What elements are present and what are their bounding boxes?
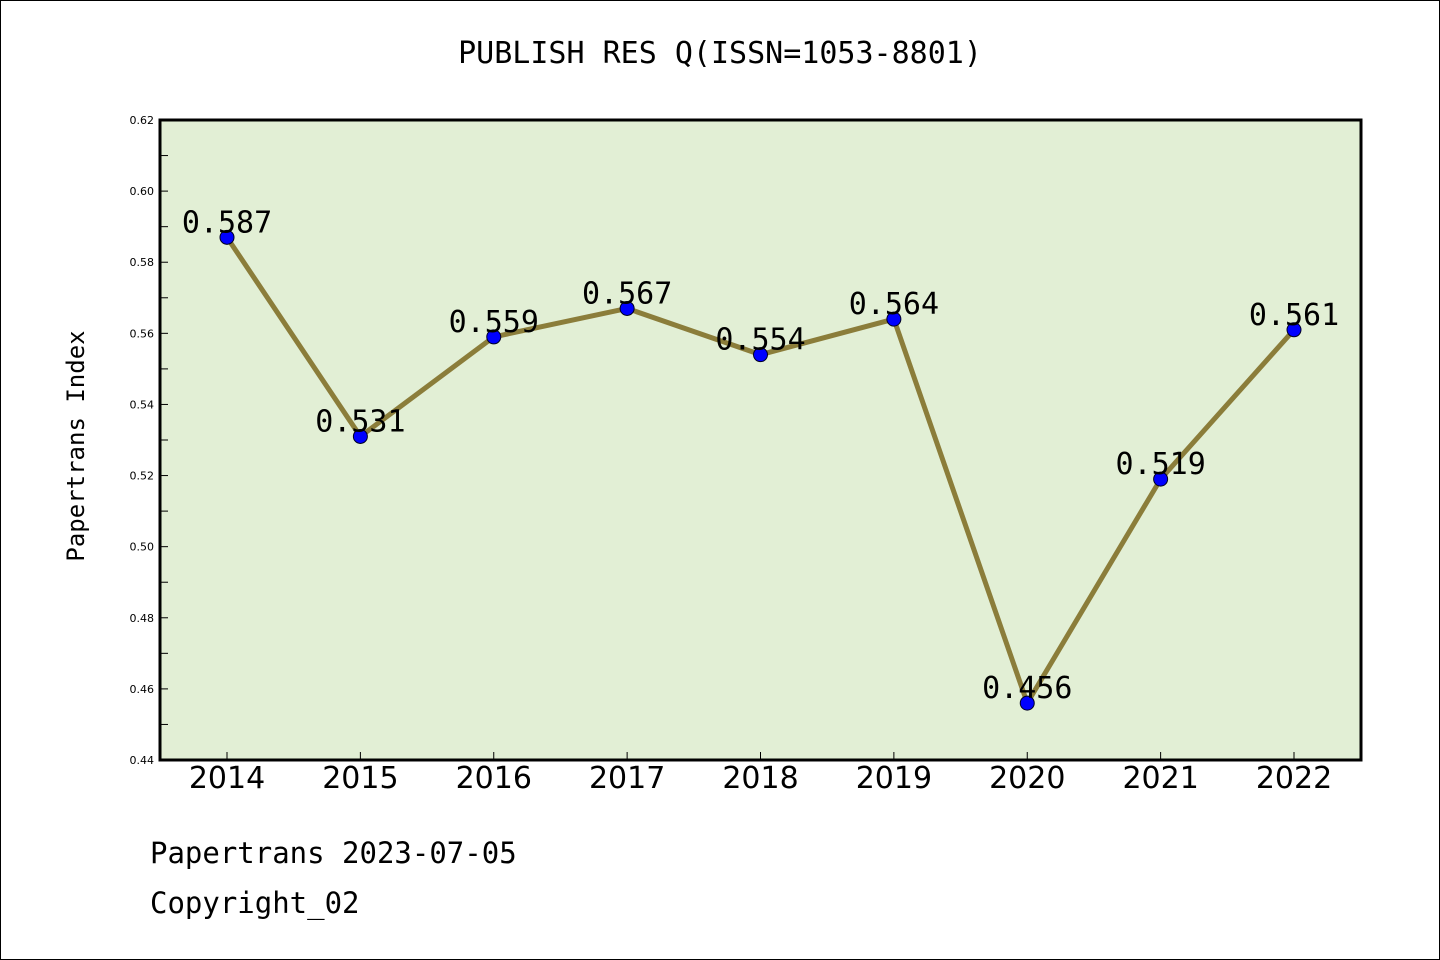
data-point (619, 300, 635, 316)
data-point (1153, 471, 1169, 487)
x-axis: 2014 2015 2016 2017 2018 2019 2020 2021 2022 (189, 752, 1332, 796)
x-tick-label: 2020 (989, 761, 1065, 796)
x-tick-label: 2021 (1122, 761, 1198, 796)
x-tick-label: 2015 (322, 761, 398, 796)
y-tick-label: 0.60 (130, 185, 155, 198)
x-tick-label: 2016 (456, 761, 532, 796)
data-label: 0.554 (715, 323, 805, 358)
data-label: 0.531 (315, 404, 405, 439)
data-point (1286, 322, 1302, 338)
x-tick-label: 2017 (589, 761, 665, 796)
data-label: 0.564 (849, 287, 939, 322)
footer-copyright: Copyright_02 (150, 886, 360, 920)
data-label: 0.519 (1115, 447, 1205, 482)
x-tick-label: 2018 (722, 761, 798, 796)
x-tick-label: 2019 (856, 761, 932, 796)
data-label: 0.561 (1249, 298, 1339, 333)
plot-area (160, 120, 1361, 760)
plot-border (158, 118, 1363, 762)
y-tick-label: 0.62 (130, 114, 155, 127)
x-tick-label: 2022 (1256, 761, 1332, 796)
data-label: 0.567 (582, 276, 672, 311)
data-point (486, 329, 502, 345)
y-tick-label: 0.48 (130, 612, 155, 625)
x-tick-label: 2014 (189, 761, 265, 796)
data-label: 0.587 (182, 205, 272, 240)
y-tick-label: 0.44 (130, 754, 155, 767)
data-point (1019, 695, 1035, 711)
data-labels: 0.587 0.531 0.559 0.567 0.554 0.564 0.456 0.519… (182, 205, 1339, 706)
data-point (352, 428, 368, 444)
data-point (753, 347, 768, 363)
y-axis: 0.44 0.46 0.48 0.50 0.52 0.54 0.56 0.58 0.60 0.62 (130, 114, 168, 767)
y-tick-label: 0.58 (130, 256, 155, 269)
chart-title: PUBLISH RES Q(ISSN=1053-8801) (458, 36, 982, 71)
y-tick-label: 0.46 (130, 683, 155, 696)
y-tick-label: 0.56 (130, 327, 155, 340)
data-point (219, 229, 235, 245)
data-label: 0.559 (449, 305, 539, 340)
y-tick-label: 0.52 (130, 470, 155, 483)
data-label: 0.456 (982, 671, 1072, 706)
footer-date: Papertrans 2023-07-05 (150, 836, 517, 870)
data-markers (219, 229, 1302, 711)
y-tick-label: 0.50 (130, 541, 155, 554)
y-tick-label: 0.54 (130, 398, 155, 411)
data-point (886, 311, 902, 327)
